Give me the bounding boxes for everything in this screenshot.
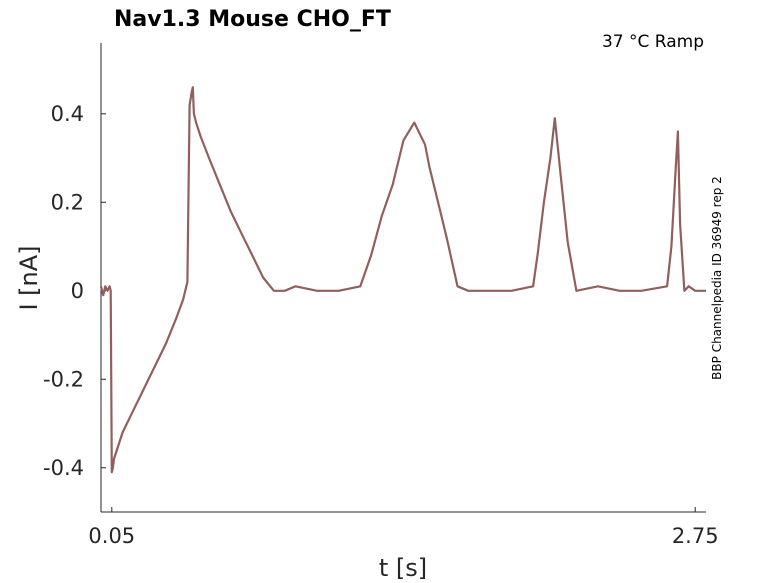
x-tick-label: 0.05 (88, 524, 135, 548)
y-ticks: -0.4 -0.2 0 0.2 0.4 (43, 102, 106, 480)
y-tick-label: 0.2 (51, 190, 84, 214)
y-axis-label: I [nA] (15, 245, 43, 310)
y-tick-label: -0.2 (43, 367, 84, 391)
x-tick-label: 2.75 (672, 524, 719, 548)
y-tick-label: 0.4 (51, 102, 84, 126)
x-axis-label: t [s] (379, 554, 427, 582)
y-tick-label: 0 (71, 279, 84, 303)
current-trace-1 (99, 86, 706, 474)
y-tick-label: -0.4 (43, 456, 84, 480)
trace-group (99, 86, 706, 474)
axes (100, 43, 706, 513)
chart-title: Nav1.3 Mouse CHO_FT (114, 7, 391, 32)
channelpedia-id-label: BBP Channelpedia ID 36949 rep 2 (710, 176, 724, 380)
condition-label: 37 °C Ramp (602, 32, 704, 52)
x-ticks: 0.05 2.75 (88, 507, 719, 548)
